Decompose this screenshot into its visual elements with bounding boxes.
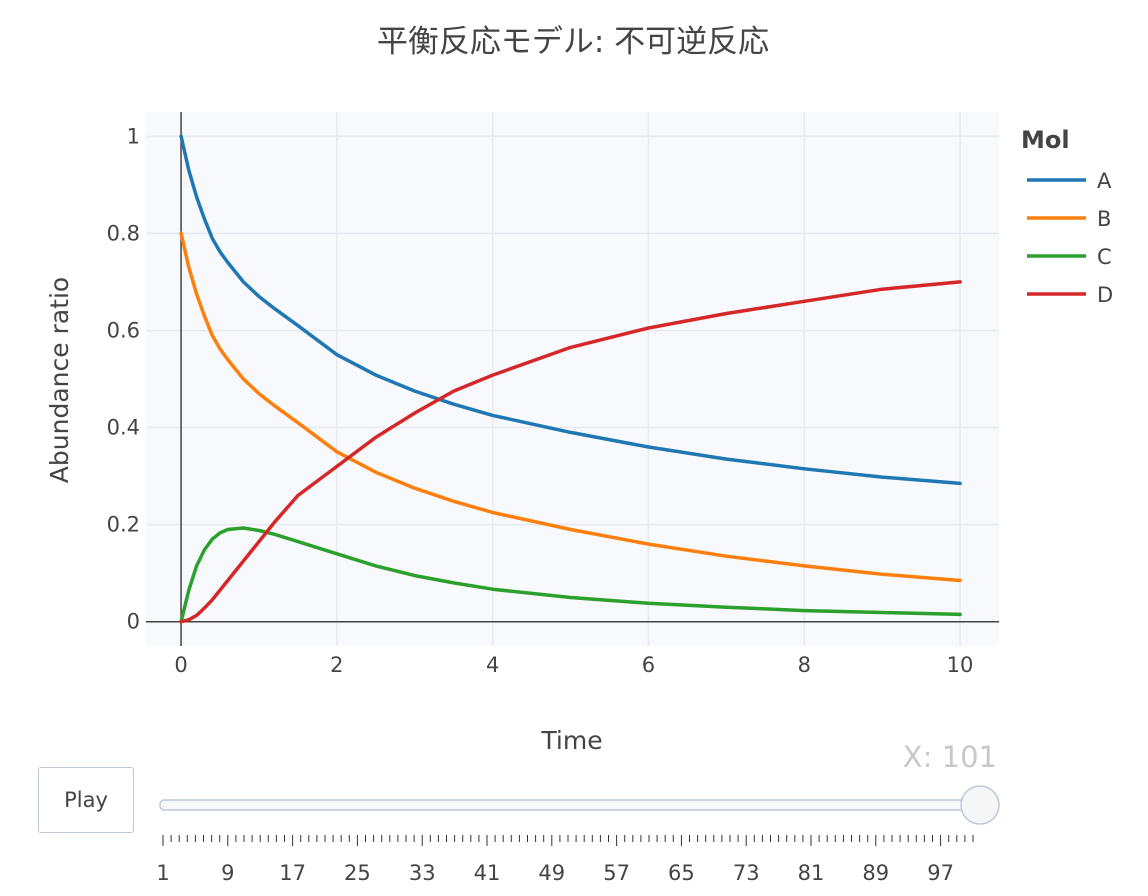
x-tick-label: 10 [947, 653, 974, 677]
slider-tick-label: 49 [538, 861, 565, 885]
slider-tick-label: 73 [733, 861, 760, 885]
x-axis-title: Time [540, 726, 602, 755]
series-line-c [179, 526, 962, 624]
y-tick-label: 0.6 [107, 318, 140, 342]
y-tick-labels: 0 0.2 0.4 0.6 0.8 1 [107, 124, 140, 633]
legend-label: A [1097, 169, 1112, 193]
play-button[interactable]: Play [38, 767, 134, 833]
slider-tick-label: 65 [668, 861, 695, 885]
y-axis-title: Abundance ratio [45, 277, 74, 483]
legend-item-d[interactable]: D [1027, 283, 1113, 307]
slider-tick-label: 17 [279, 861, 306, 885]
legend-label: D [1097, 283, 1113, 307]
slider-tick-label: 1 [156, 861, 169, 885]
x-tick-label: 6 [642, 653, 655, 677]
x-tick-label: 2 [330, 653, 343, 677]
y-tick-label: 0.2 [107, 513, 140, 537]
slider-tick-label: 25 [344, 861, 371, 885]
series-line-d [179, 280, 962, 624]
x-tick-label: 0 [174, 653, 187, 677]
slider-tick-label: 89 [862, 861, 889, 885]
x-tick-label: 4 [486, 653, 499, 677]
slider-tick-label: 81 [798, 861, 825, 885]
legend-label: B [1097, 207, 1111, 231]
slider-handle[interactable] [960, 785, 1000, 825]
legend-title: Mol [1021, 126, 1070, 154]
plot-area [146, 112, 999, 646]
slider-tick-label: 9 [221, 861, 234, 885]
x-tick-label: 8 [798, 653, 811, 677]
y-tick-label: 1 [127, 124, 140, 148]
slider-tick-label: 33 [409, 861, 436, 885]
chart-title: 平衡反応モデル: 不可逆反応 [377, 24, 769, 60]
legend-label: C [1097, 245, 1112, 269]
legend-item-a[interactable]: A [1027, 169, 1112, 193]
legend-item-c[interactable]: C [1027, 245, 1112, 269]
series-lines [179, 134, 962, 624]
slider-tick-label: 97 [927, 861, 954, 885]
grid-lines [146, 112, 999, 646]
y-tick-label: 0.8 [107, 221, 140, 245]
series-line-a [179, 134, 962, 486]
y-tick-label: 0.4 [107, 416, 140, 440]
series-line-b [179, 231, 962, 583]
slider-tick-label: 41 [474, 861, 501, 885]
slider-rail[interactable] [159, 799, 981, 811]
x-tick-labels: 0 2 4 6 8 10 [174, 653, 973, 677]
slider-tick-label: 57 [603, 861, 630, 885]
slider-current-value: X: 101 [903, 740, 997, 774]
zero-lines [146, 112, 999, 646]
legend-item-b[interactable]: B [1027, 207, 1111, 231]
slider-ticks: 1 9 17 25 33 41 49 57 65 73 81 89 97 [156, 835, 974, 885]
y-tick-label: 0 [127, 610, 140, 634]
